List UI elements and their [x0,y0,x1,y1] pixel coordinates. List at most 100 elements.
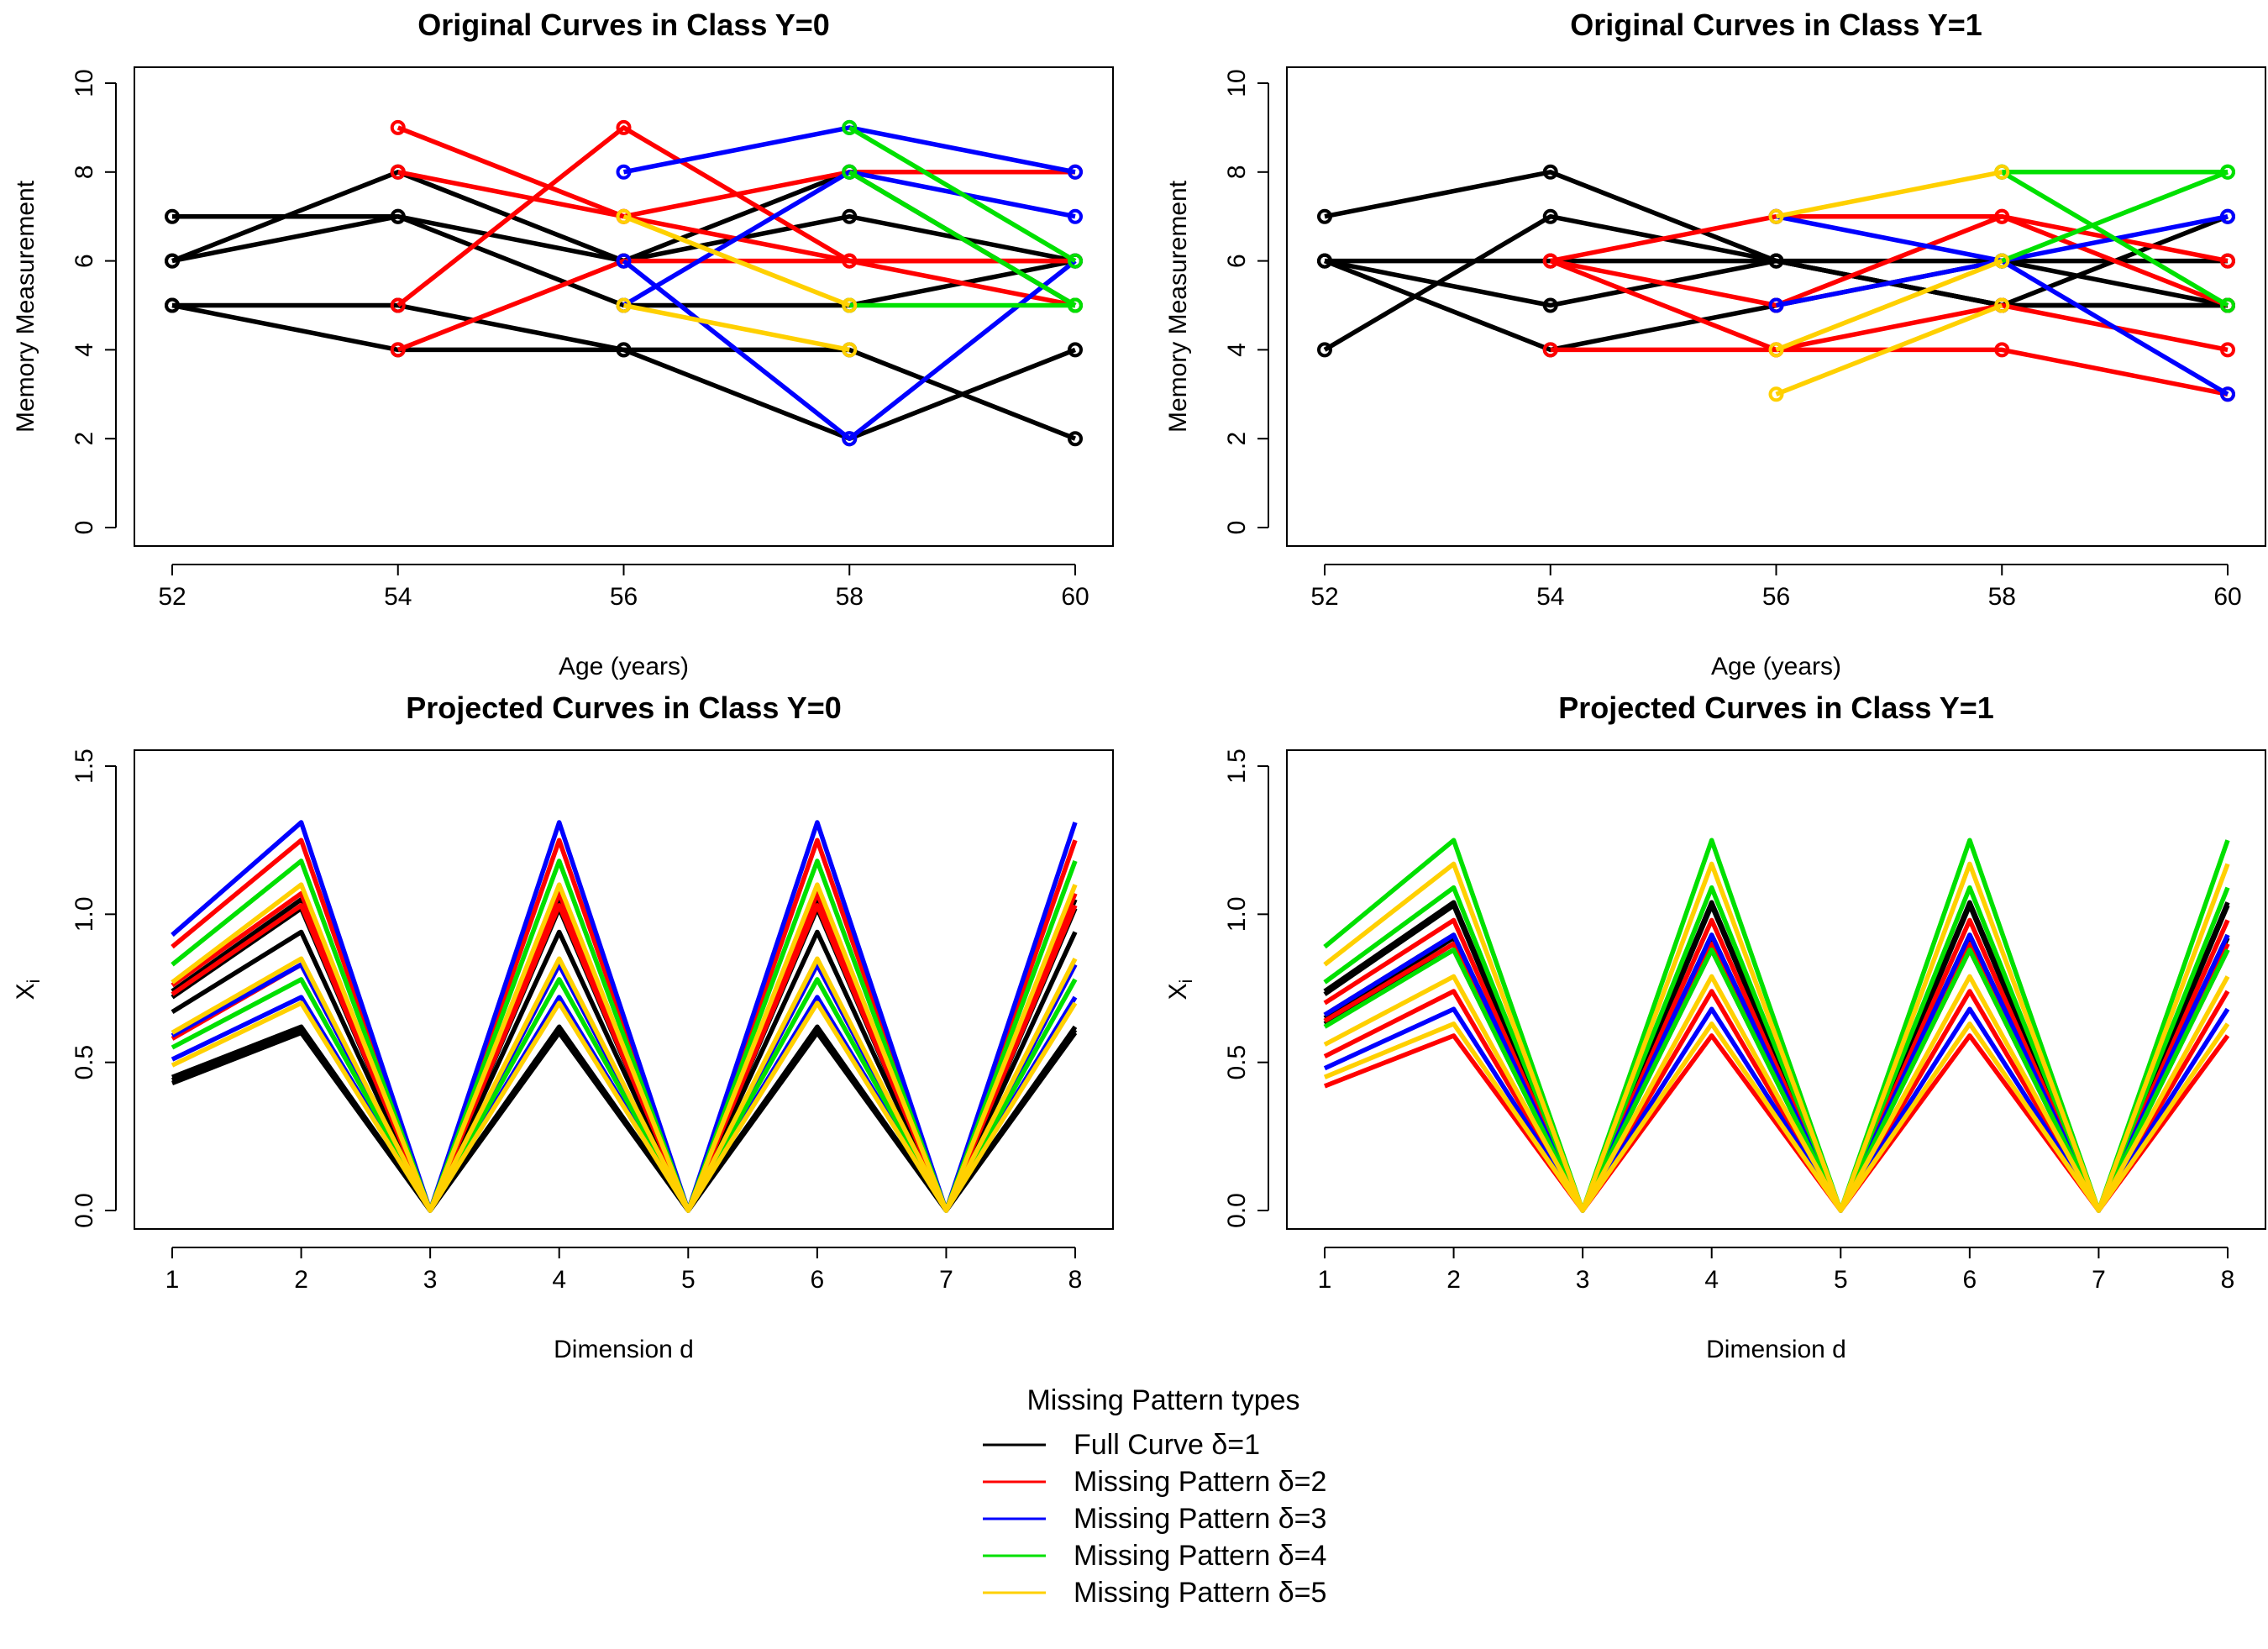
data-point-pattern-5 [1768,208,1784,224]
data-point-pattern-5 [1768,386,1784,402]
plot-frame [134,749,1114,1230]
y-tick-label: 10 [71,69,98,97]
y-axis-label: Xi [1164,979,1196,1000]
data-point-pattern-5 [1768,342,1784,358]
data-point-pattern-3 [2220,386,2235,402]
x-tick-label: 3 [423,1266,438,1294]
y-tick-label: 0 [71,521,98,535]
data-point-pattern-2 [390,297,406,313]
data-point-pattern-1 [616,342,632,358]
y-tick-label: 6 [1223,254,1251,268]
legend-label-pattern-5: Missing Pattern δ=5 [1074,1577,1326,1609]
y-tick-label: 1.5 [1223,748,1251,784]
data-point-pattern-5 [1994,297,2010,313]
x-tick-label: 7 [2092,1266,2106,1294]
panel-title: Original Curves in Class Y=0 [417,8,830,42]
data-point-pattern-3 [842,431,858,447]
data-point-pattern-3 [1768,297,1784,313]
series-line-pattern-5 [1323,974,2230,1213]
legend: Missing Pattern types Full Curve δ=1 Mis… [983,1384,1326,1609]
series-line-pattern-5 [622,302,850,353]
data-point-pattern-1 [1317,208,1332,224]
series-line-pattern-5 [1775,170,2003,219]
legend-label-pattern-2: Missing Pattern δ=2 [1074,1466,1326,1498]
series-line-pattern-5 [171,956,1078,1213]
data-point-pattern-5 [1994,253,2010,269]
x-axis-label: Age (years) [1711,653,1841,680]
x-tick-label: 54 [384,583,412,611]
x-tick-label: 2 [294,1266,308,1294]
panel-original-y0: Original Curves in Class Y=052 54 56 58 60Ag… [12,8,1114,680]
x-tick-label: 54 [1536,583,1564,611]
data-point-pattern-4 [2220,164,2235,180]
y-tick-label: 4 [1223,343,1251,357]
data-point-pattern-5 [1994,164,2010,180]
data-point-pattern-1 [165,297,180,313]
y-tick-label: 1.0 [1223,896,1251,932]
data-point-pattern-5 [842,297,858,313]
y-tick-label: 8 [71,165,98,179]
data-point-pattern-5 [616,297,632,313]
series-line-pattern-5 [171,1000,1078,1213]
panel-projected-y1: Projected Curves in Class Y=1 1 2 3 4 5 6 7 8 Dim… [1164,691,2266,1363]
data-point-pattern-2 [842,253,858,269]
plot-frame [134,66,1114,547]
y-tick-label: 0.5 [1223,1045,1251,1080]
y-tick-label: 0 [1223,521,1251,535]
y-axis-label: Memory Measurement [1164,180,1192,433]
y-axis-label: Xi [12,979,44,1000]
y-tick-label: 2 [71,432,98,446]
y-tick-label: 4 [71,343,98,357]
plot-frame [1286,749,2266,1230]
panel-title: Projected Curves in Class Y=0 [406,691,842,725]
legend-label-pattern-1: Full Curve δ=1 [1074,1429,1260,1461]
x-axis-label: Dimension d [554,1336,694,1363]
data-point-pattern-3 [616,253,632,269]
y-tick-label: 1.5 [71,748,98,784]
y-tick-label: 8 [1223,165,1251,179]
panel-original-y1: Original Curves in Class Y=152 54 56 58 60Ag… [1164,8,2266,680]
x-tick-label: 6 [811,1266,825,1294]
data-point-pattern-3 [1068,164,1083,180]
series-line-pattern-4 [1323,838,2230,1213]
series-line-pattern-5 [1775,302,2003,396]
y-tick-label: 10 [1223,69,1251,97]
x-tick-label: 6 [1963,1266,1977,1294]
series-line-pattern-4 [2001,170,2229,264]
data-point-pattern-1 [165,208,180,224]
data-point-pattern-2 [1542,253,1558,269]
data-point-pattern-2 [1994,208,2010,224]
data-point-pattern-2 [390,119,406,135]
x-axis-label: Age (years) [559,653,689,680]
x-tick-label: 7 [939,1266,953,1294]
data-point-pattern-1 [1542,208,1558,224]
x-tick-label: 58 [836,583,864,611]
x-tick-label: 58 [1988,583,2016,611]
data-point-pattern-1 [842,208,858,224]
data-point-pattern-5 [616,208,632,224]
series-line-pattern-1 [172,302,1077,441]
series-line-pattern-5 [1775,259,2003,352]
series-line-pattern-5 [1323,861,2230,1213]
data-point-pattern-2 [390,164,406,180]
x-tick-label: 56 [1762,583,1790,611]
data-point-pattern-2 [390,342,406,358]
x-tick-label: 5 [1834,1266,1848,1294]
x-tick-label: 8 [1068,1266,1083,1294]
x-tick-label: 1 [1318,1266,1332,1294]
data-point-pattern-4 [2220,297,2235,313]
x-tick-label: 4 [552,1266,566,1294]
data-point-pattern-5 [842,342,858,358]
x-axis-label: Dimension d [1706,1336,1846,1363]
series-line-pattern-2 [1550,347,2229,396]
y-tick-label: 6 [71,254,98,268]
y-axis-label: Memory Measurement [12,180,39,433]
data-point-pattern-2 [1542,342,1558,358]
data-point-pattern-3 [2220,208,2235,224]
data-point-pattern-1 [165,253,180,269]
legend-label-pattern-4: Missing Pattern δ=4 [1074,1540,1326,1572]
series-line-pattern-4 [848,170,1077,307]
x-tick-label: 5 [681,1266,696,1294]
data-point-pattern-4 [1068,253,1083,269]
